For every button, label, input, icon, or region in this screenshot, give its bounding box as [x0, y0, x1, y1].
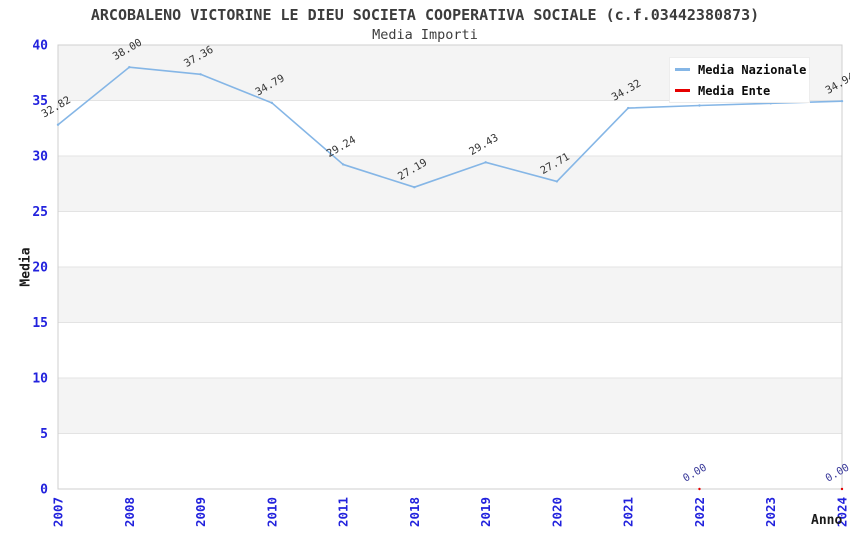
- chart-title: ARCOBALENO VICTORINE LE DIEU SOCIETA COO…: [90, 6, 760, 24]
- series-marker: [626, 106, 630, 110]
- series-marker: [56, 123, 60, 126]
- series-line-media-nazionale: [57, 66, 843, 188]
- y-tick-label: 40: [32, 39, 48, 54]
- y-tick-label: 35: [32, 94, 48, 109]
- x-tick-label: 2024: [835, 497, 850, 527]
- plot-band: [58, 433, 842, 489]
- x-tick-label: 2011: [336, 497, 351, 527]
- series-marker: [484, 161, 487, 164]
- series-marker: [128, 66, 131, 69]
- series-marker: [840, 487, 844, 491]
- plot-band: [58, 211, 842, 267]
- legend-item-media-nazionale: Media Nazionale: [675, 61, 807, 78]
- plot-band: [58, 100, 842, 156]
- legend-label: Media Ente: [698, 83, 771, 98]
- series-marker: [698, 487, 701, 491]
- y-tick-label: 30: [32, 150, 48, 165]
- y-tick-label: 5: [40, 427, 48, 442]
- x-tick-label: 2010: [264, 497, 279, 527]
- x-tick-label: 2009: [193, 497, 208, 527]
- x-tick-label: 2020: [549, 497, 564, 527]
- plot-band: [58, 378, 842, 434]
- chart-subtitle: Media Importi: [372, 27, 478, 43]
- x-tick-label: 2018: [407, 497, 422, 527]
- x-axis-title: Anno: [811, 513, 843, 528]
- x-tick-label: 2019: [478, 497, 493, 527]
- y-tick-label: 25: [32, 205, 48, 220]
- legend: Media Nazionale Media Ente: [669, 57, 810, 103]
- legend-label: Media Nazionale: [698, 62, 807, 77]
- y-axis-title: Media: [18, 247, 34, 287]
- line-swatch-icon: [675, 68, 690, 71]
- x-tick-label: 2008: [122, 497, 137, 527]
- line-swatch-icon: [675, 89, 690, 92]
- y-tick-label: 20: [32, 261, 48, 276]
- y-tick-label: 15: [32, 316, 48, 331]
- series-marker: [413, 185, 416, 189]
- series-marker: [199, 73, 202, 76]
- plot-band: [58, 322, 842, 378]
- series-marker: [698, 104, 701, 107]
- x-tick-label: 2021: [621, 497, 636, 527]
- x-tick-label: 2023: [763, 497, 778, 527]
- series-marker: [840, 99, 844, 103]
- x-tick-label: 2022: [692, 497, 707, 527]
- x-tick-label: 2007: [51, 497, 66, 527]
- series-marker: [341, 163, 345, 166]
- plot-border: [57, 44, 843, 490]
- series-marker: [270, 101, 274, 105]
- series-marker: [555, 180, 559, 183]
- plot-band: [58, 156, 842, 212]
- legend-item-media-ente: Media Ente: [675, 82, 804, 99]
- y-tick-label: 0: [40, 483, 48, 498]
- y-tick-label: 10: [32, 372, 48, 387]
- plot-band: [58, 267, 842, 323]
